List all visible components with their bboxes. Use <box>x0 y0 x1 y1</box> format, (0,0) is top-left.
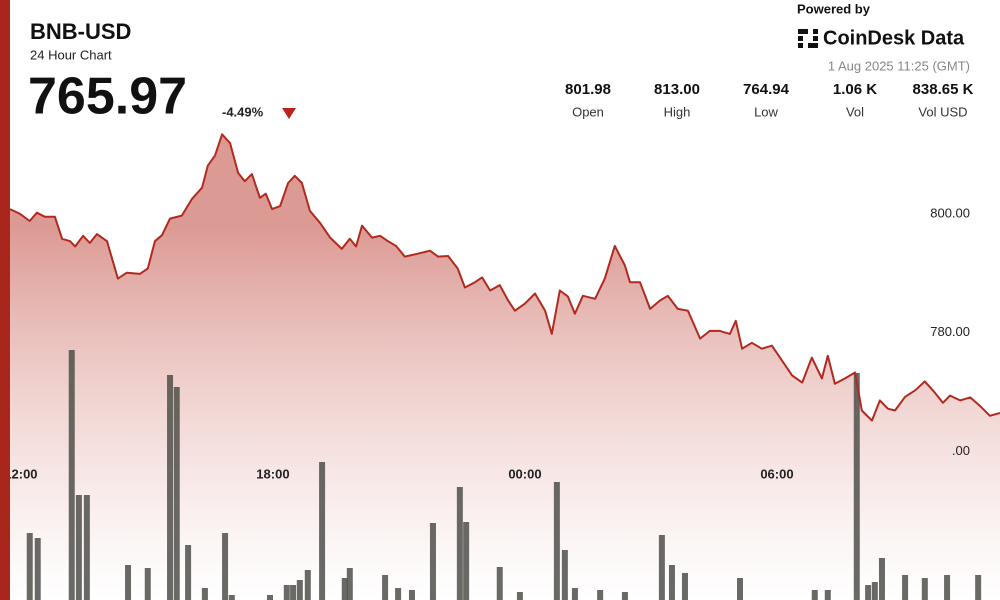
change: -4.49% <box>222 104 264 119</box>
volume-bar <box>125 565 132 600</box>
stat-label: High <box>664 104 691 119</box>
volume-bar <box>811 590 818 600</box>
volume-bar <box>304 570 311 600</box>
volume-bar <box>824 590 831 600</box>
volume-bar <box>266 595 273 600</box>
stat-value: 838.65 K <box>913 81 974 98</box>
brand: CoinDesk Data <box>823 27 965 49</box>
powered-by: Powered by <box>797 1 871 16</box>
volume-bar <box>185 545 192 600</box>
volume-bar <box>944 575 951 600</box>
volume-bar <box>571 588 578 600</box>
volume-bar <box>902 575 909 600</box>
volume-bar <box>319 462 326 600</box>
volume-bar <box>201 588 208 600</box>
volume-bar <box>668 565 675 600</box>
subtitle: 24 Hour Chart <box>30 47 112 62</box>
volume-bar <box>429 523 436 600</box>
accent-bar <box>0 0 10 600</box>
volume-bar <box>83 495 90 600</box>
area <box>10 134 1000 600</box>
volume-bar <box>228 595 235 600</box>
volume-bar <box>737 578 744 600</box>
volume-bar <box>681 573 688 600</box>
volume-bar <box>865 585 872 600</box>
x-tick-label: 18:00 <box>256 466 289 481</box>
stat-label: Vol USD <box>918 104 967 119</box>
volume-bar <box>853 373 860 600</box>
volume-bar <box>167 375 174 600</box>
x-tick-label: 06:00 <box>760 466 793 481</box>
down-arrow <box>282 108 296 119</box>
header: BNB-USD 24 Hour Chart 765.97 -4.49% Powe… <box>28 1 974 125</box>
volume-bar <box>561 550 568 600</box>
volume-bar <box>658 535 665 600</box>
volume-bar <box>878 558 885 600</box>
volume-bar <box>222 533 229 600</box>
volume-bar <box>921 578 928 600</box>
stat-value: 764.94 <box>743 81 790 98</box>
volume-bar <box>144 568 151 600</box>
stat-value: 1.06 K <box>833 81 877 98</box>
stat-label: Vol <box>846 104 864 119</box>
volume-bar <box>975 575 982 600</box>
stat-label: Open <box>572 104 604 119</box>
volume-bar <box>75 495 82 600</box>
stat-value: 813.00 <box>654 81 700 98</box>
volume-bar <box>621 592 628 600</box>
y-tick-label: 780.00 <box>930 324 970 339</box>
logo <box>798 29 818 48</box>
volume-bar <box>68 350 75 600</box>
stat-value: 801.98 <box>565 81 611 98</box>
volume-bar <box>463 522 470 600</box>
volume-bar <box>871 582 878 600</box>
volume-bar <box>408 590 415 600</box>
volume-bar <box>34 538 41 600</box>
volume-bar <box>597 590 604 600</box>
volume-bar <box>496 567 503 600</box>
volume-bar <box>553 482 560 600</box>
stat-label: Low <box>754 104 778 119</box>
timestamp: 1 Aug 2025 11:25 (GMT) <box>828 58 970 73</box>
y-tick-label: 760.00 <box>930 443 970 458</box>
volume-bar <box>173 387 180 600</box>
volume-bar <box>296 580 303 600</box>
volume-bar <box>290 585 297 600</box>
volume-bar <box>341 578 348 600</box>
y-tick-label: 800.00 <box>930 205 970 220</box>
volume-bar <box>382 575 389 600</box>
volume-bar <box>516 592 523 600</box>
x-tick-label: 00:00 <box>508 466 541 481</box>
x-tick-label: 12:00 <box>4 466 37 481</box>
volume-bar <box>283 585 290 600</box>
volume-bar <box>346 568 353 600</box>
volume-bar <box>456 487 463 600</box>
volume-bar <box>395 588 402 600</box>
volume-bar <box>26 533 33 600</box>
price: 765.97 <box>28 68 187 126</box>
price-line <box>9 133 1000 422</box>
symbol: BNB-USD <box>30 19 131 44</box>
